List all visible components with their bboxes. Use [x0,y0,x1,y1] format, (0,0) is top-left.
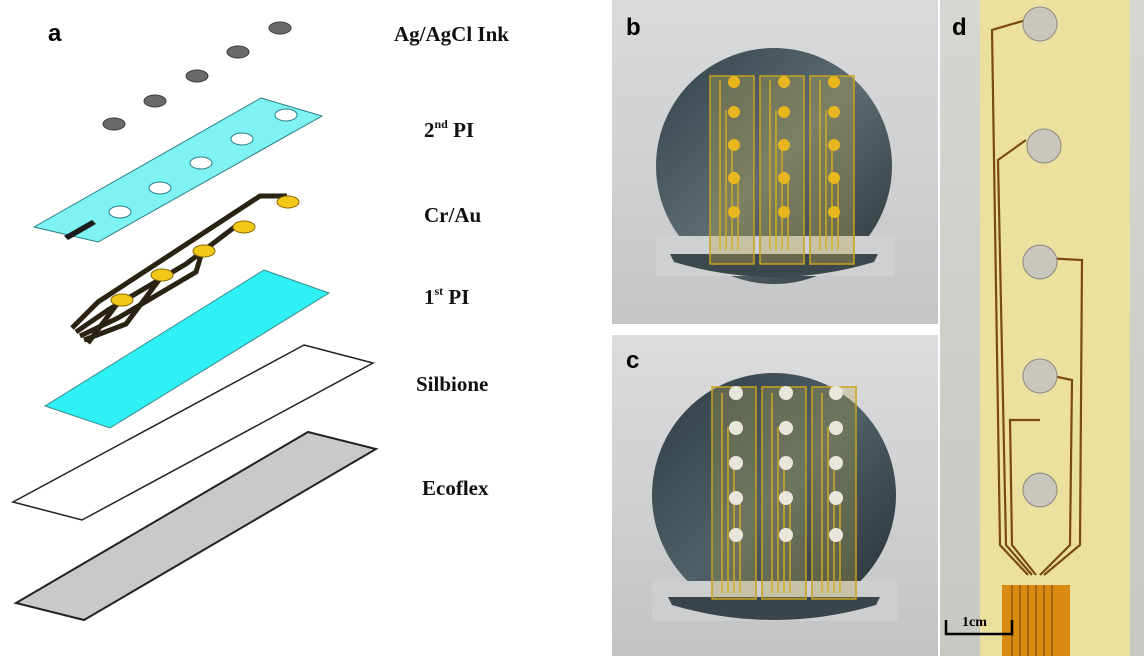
panel-letter-d: d [952,14,967,41]
gold-pad [232,220,256,234]
gold-traces [721,393,841,593]
scale-bar [944,620,1014,636]
pi-opening [148,181,172,195]
silicon-wafer [652,373,898,621]
gold-pad [150,268,174,282]
second-pi-layer [32,97,324,243]
ag-agcl-dot [226,45,250,59]
device-traces [990,18,1084,576]
panel-letter-a: a [48,20,62,47]
gold-traces [719,80,839,250]
pi-opening [230,132,254,146]
layer-label-ag-agcl: Ag/AgCl Ink [394,22,509,46]
gold-pad [192,244,216,258]
layer-label-first-pi: 1st PI [424,284,470,309]
cr-au-traces [70,193,287,345]
flex-cable-lines [1011,585,1053,656]
pi-openings [108,108,298,219]
ecoflex-layer [13,430,379,622]
panel-letter-b: b [626,14,641,41]
ag-agcl-electrode-pads [729,386,843,542]
yellow-substrate [980,0,1130,656]
ag-agcl-dot [185,69,209,83]
wafer-photo-cr-au: b [612,0,938,324]
pi-opening [189,156,213,170]
layer-label-second-pi: 2nd PI [424,117,475,142]
first-pi-layer [43,269,331,429]
exploded-layer-diagram [10,21,379,622]
gold-pads [110,195,300,307]
gold-pad [276,195,300,209]
silbione-layer [10,344,376,521]
ag-agcl-dot [268,21,292,35]
connector-pad-area [64,220,96,240]
gold-electrode-pads [728,76,840,218]
pi-opening [274,108,298,122]
ag-agcl-dot [102,117,126,131]
layer-label-cr-au: Cr/Au [424,203,482,227]
ag-agcl-dot [143,94,167,108]
gold-pad [110,293,134,307]
layer-label-ecoflex: Ecoflex [422,476,489,500]
scale-bar-label: 1cm [962,615,987,630]
layer-label-silbione: Silbione [416,372,489,396]
panel-letter-c: c [626,347,640,374]
wafer-photo-ag-agcl: c [612,335,938,656]
pi-opening [108,205,132,219]
ag-agcl-electrodes [1022,6,1062,508]
ag-agcl-dots [102,21,292,131]
device-photo: d 1cm [940,0,1144,656]
